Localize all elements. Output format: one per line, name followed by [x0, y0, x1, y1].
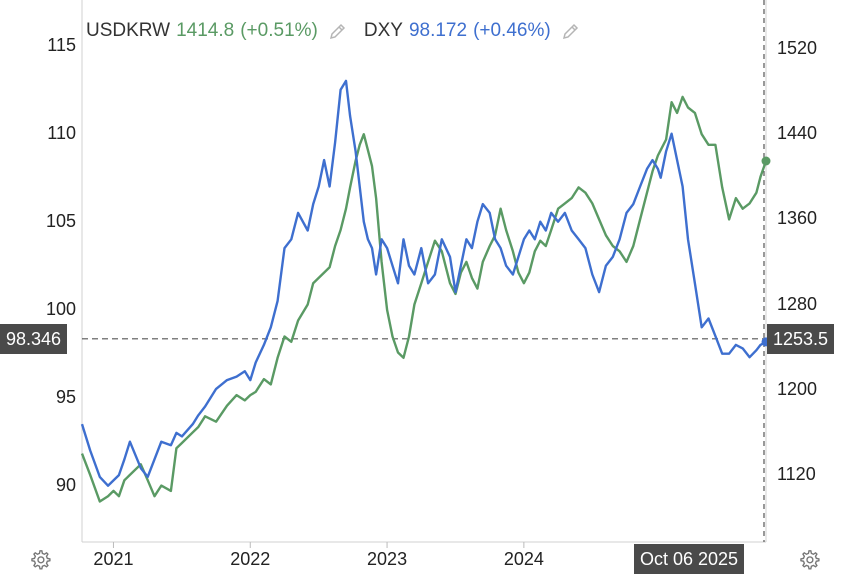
left-axis-tick-label: 115: [47, 34, 76, 55]
right-axis-tick-label: 1280: [777, 293, 818, 314]
usdkrw-series-line: [80, 95, 768, 503]
x-axis-tick-label: 2024: [503, 549, 544, 569]
right-axis-tick-label: 1520: [777, 37, 818, 58]
usdkrw-last-point[interactable]: [761, 156, 771, 166]
right-axis-tick-label: 1200: [777, 378, 818, 399]
chart-legend: USDKRW 1414.8 (+0.51%) DXY 98.172 (+0.46…: [86, 20, 597, 42]
tick-marks: [112, 542, 525, 548]
right-axis-tick-label: 1120: [777, 463, 816, 484]
x-axis-tick-label: 2021: [93, 549, 134, 569]
pencil-icon[interactable]: [561, 21, 581, 41]
left-axis-tick-label: 90: [55, 474, 76, 495]
left-axis-tick-label: 105: [45, 210, 76, 231]
dxy-legend-symbol[interactable]: DXY: [363, 20, 403, 41]
right-axis-tick-label: 1360: [777, 208, 818, 229]
crosshair-left-value-badge: 98.346: [0, 323, 68, 354]
gear-icon[interactable]: [29, 549, 51, 571]
x-axis-tick-label: 2022: [230, 549, 271, 569]
crosshair-date-badge: Oct 06 2025: [634, 544, 745, 574]
left-axis-tick-label: 100: [45, 298, 76, 319]
gear-icon[interactable]: [798, 549, 820, 571]
dxy-legend-change: (+0.46%): [473, 20, 551, 41]
crosshair-right-value-badge: 1253.5: [767, 323, 835, 354]
left-axis-tick-label: 95: [55, 386, 76, 407]
usdkrw-legend-symbol[interactable]: USDKRW: [86, 20, 171, 41]
left-axis-tick-label: 110: [47, 122, 76, 143]
x-axis-tick-label: 2023: [367, 549, 408, 569]
dxy-legend-value: 98.172: [408, 20, 468, 41]
usdkrw-legend-value: 1414.8: [176, 20, 235, 41]
pencil-icon[interactable]: [328, 21, 348, 41]
right-axis-tick-label: 1440: [777, 123, 818, 144]
dxy-series-line: [80, 79, 767, 487]
usdkrw-legend-change: (+0.51%): [240, 20, 318, 41]
